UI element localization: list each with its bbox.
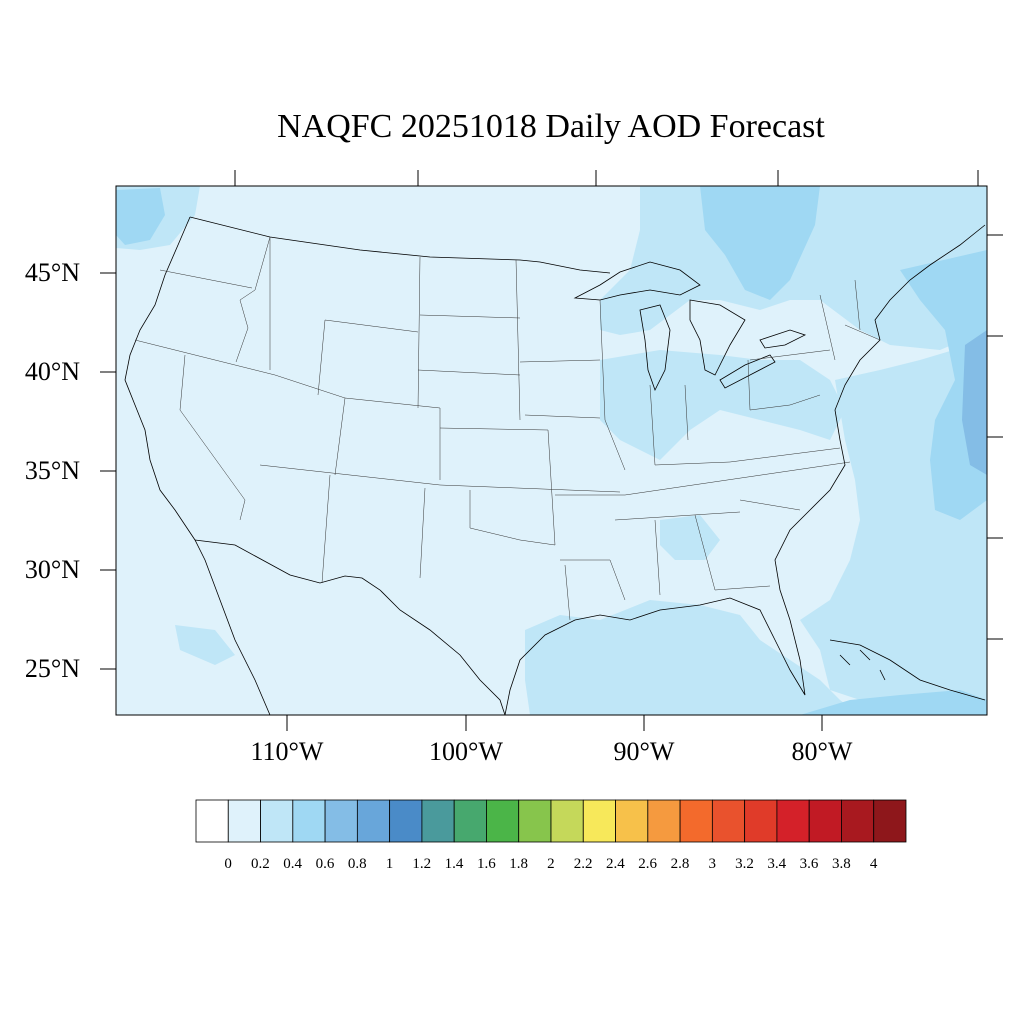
colorbar-swatch <box>711 799 746 843</box>
coastline-and-borders <box>124 216 986 715</box>
colorbar-swatch <box>615 799 649 843</box>
colorbar-swatch <box>582 799 616 843</box>
colorbar-swatch <box>486 799 520 843</box>
colorbar-label: 0.8 <box>347 856 367 872</box>
lat-label-35n: 35°N <box>24 456 80 485</box>
lat-label-45n: 45°N <box>24 258 80 287</box>
colorbar-swatch <box>647 799 681 843</box>
colorbar-label: 1.6 <box>476 856 496 872</box>
colorbar-swatch <box>195 799 229 843</box>
colorbar-swatch <box>356 799 391 843</box>
colorbar-swatch <box>550 799 584 843</box>
aod-region-baja <box>175 625 235 665</box>
colorbar-label: 2.4 <box>606 856 625 872</box>
colorbar-label: 1.2 <box>412 856 432 872</box>
lake-superior <box>573 261 701 301</box>
lon-label-100w: 100°W <box>429 737 503 766</box>
colorbar-label: 0.6 <box>315 856 335 872</box>
colorbar-label: 3.8 <box>831 856 851 872</box>
colorbar-swatch <box>421 799 455 843</box>
map-title-container: NAQFC 20251018 Daily AOD Forecast <box>0 108 1024 146</box>
aod-region-deep-south <box>660 515 720 560</box>
bottom-ticks <box>286 715 823 731</box>
colorbar-swatch <box>841 799 875 843</box>
right-ticks <box>987 234 1003 640</box>
aod-region-gulf <box>525 600 860 715</box>
state-boundaries <box>134 236 881 621</box>
lon-label-110w: 110°W <box>250 737 324 766</box>
colorbar-label: 2 <box>547 856 555 872</box>
map-frame <box>115 185 988 716</box>
lon-label-90w: 90°W <box>613 737 675 766</box>
colorbar-label: 3 <box>708 856 716 872</box>
us-mexico-border <box>194 539 506 715</box>
colorbar-label: 0.2 <box>251 856 270 872</box>
aod-region-washington <box>116 188 165 245</box>
aod-field <box>116 186 987 715</box>
left-ticks <box>100 272 116 670</box>
colorbar-swatch <box>518 799 552 843</box>
pacific-coastline <box>124 216 271 715</box>
us-canada-border <box>189 216 611 274</box>
colorbar-swatch <box>679 799 713 843</box>
colorbar-swatch <box>389 799 423 843</box>
gulf-coastline <box>504 224 986 715</box>
colorbar-label: 0.4 <box>283 856 303 872</box>
bahamas-coastline <box>839 649 886 681</box>
aod-region-nova-scotia <box>900 250 987 520</box>
lake-huron <box>689 299 746 376</box>
colorbar-swatch <box>227 799 261 843</box>
colorbar-swatch <box>744 799 778 843</box>
lake-michigan <box>639 304 671 392</box>
colorbar-swatch <box>808 799 842 843</box>
aod-region-quebec <box>700 186 820 300</box>
lat-label-40n: 40°N <box>24 357 80 386</box>
lake-ontario <box>759 329 807 349</box>
top-ticks <box>234 170 979 186</box>
aod-region-caribbean <box>800 690 987 715</box>
lake-erie <box>719 354 776 389</box>
colorbar-label: 1 <box>385 856 394 872</box>
colorbar-label: 3.6 <box>799 856 819 872</box>
colorbar-label: 2.2 <box>573 856 593 872</box>
lat-label-25n: 25°N <box>24 654 80 683</box>
colorbar-label: 2.8 <box>670 856 690 872</box>
colorbar-swatch <box>324 799 358 843</box>
colorbar-swatch <box>260 799 294 843</box>
colorbar-label: 4 <box>869 856 878 872</box>
colorbar-label: 0 <box>224 856 232 872</box>
colorbar <box>195 799 907 843</box>
colorbar-swatch <box>292 799 326 843</box>
colorbar-swatch <box>776 799 810 843</box>
colorbar-label: 3.2 <box>735 856 754 872</box>
colorbar-swatch <box>453 799 487 843</box>
colorbar-label: 2.6 <box>638 856 658 872</box>
aod-region-atlantic-plume <box>962 330 987 475</box>
colorbar-label: 1.4 <box>444 856 464 872</box>
colorbar-label: 1.8 <box>509 856 528 872</box>
colorbar-label: 3.4 <box>767 856 787 872</box>
map-title: NAQFC 20251018 Daily AOD Forecast <box>277 108 825 145</box>
cuba-coastline <box>829 639 986 701</box>
lon-label-80w: 80°W <box>791 737 853 766</box>
colorbar-swatch <box>873 799 907 843</box>
lat-label-30n: 30°N <box>24 555 80 584</box>
